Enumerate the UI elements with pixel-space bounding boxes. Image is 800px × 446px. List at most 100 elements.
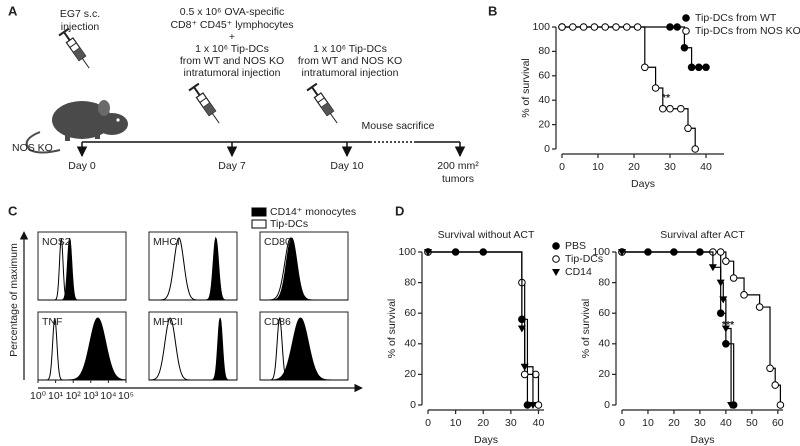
- histogram: [260, 316, 348, 381]
- point: [729, 274, 738, 282]
- point: [716, 248, 725, 256]
- point: [601, 23, 610, 31]
- histogram: [149, 237, 237, 301]
- panel-a: A EG7 s.c. injection 0.5 x 10⁶ OVA-speci…: [8, 3, 479, 184]
- point: [695, 63, 703, 72]
- legend-label: CD14⁺ monocytes: [270, 206, 356, 218]
- point: [520, 370, 529, 379]
- syringe: [188, 82, 226, 128]
- x-tick-label: 30: [694, 417, 706, 429]
- injection-text: intratumoral injection: [184, 67, 281, 79]
- legend-marker: [552, 269, 560, 276]
- x-tick-label: 10¹: [48, 390, 64, 402]
- point: [702, 63, 710, 72]
- legend-label: Tip-DCs: [565, 253, 603, 265]
- histogram: [260, 237, 348, 301]
- point: [528, 402, 537, 409]
- y-tick-label: 60: [538, 70, 550, 82]
- x-axis-label: Days: [474, 434, 498, 446]
- panel-label: B: [488, 3, 497, 18]
- histogram: [38, 238, 126, 301]
- point: [684, 124, 692, 133]
- point: [721, 325, 730, 333]
- y-tick-label: 40: [598, 338, 610, 350]
- point: [722, 340, 730, 348]
- x-tick-label: 30: [505, 417, 517, 429]
- x-tick-label: 10: [592, 161, 604, 173]
- point: [666, 23, 674, 31]
- histogram: [38, 317, 126, 381]
- point: [520, 363, 529, 371]
- x-tick-label: 0: [559, 161, 565, 173]
- chart-title: Survival after ACT: [660, 229, 745, 241]
- x-tick-label: 10³: [83, 390, 99, 402]
- injection-text: 0.5 x 10⁶ OVA-specific: [180, 6, 285, 18]
- point: [727, 402, 736, 409]
- legend-label: CD14: [565, 266, 592, 278]
- histogram-label: TNF: [42, 316, 62, 328]
- point: [579, 23, 588, 31]
- y-tick-label: 20: [538, 118, 550, 130]
- x-tick-label: 40: [720, 417, 732, 429]
- y-tick-label: 80: [598, 276, 610, 288]
- x-tick-label: 40: [533, 417, 545, 429]
- point: [740, 291, 748, 299]
- y-tick-label: 0: [604, 399, 610, 411]
- x-tick-label: 10: [450, 417, 462, 429]
- point: [755, 303, 764, 311]
- x-tick-label: 10⁰: [30, 390, 47, 402]
- time-label: Day 10: [330, 160, 363, 172]
- point: [680, 43, 689, 52]
- time-label: tumors: [442, 173, 474, 185]
- annotation: **: [662, 92, 671, 104]
- syringe: [58, 27, 96, 73]
- x-tick-label: 50: [746, 417, 758, 429]
- injection-text: EG7 s.c.: [60, 8, 100, 20]
- point: [651, 84, 660, 92]
- point: [659, 104, 667, 113]
- x-tick-label: 0: [425, 417, 431, 429]
- legend-marker: [552, 255, 560, 263]
- y-axis-label: % of survival: [580, 299, 592, 359]
- y-axis-label: Percentage of maximum: [8, 243, 20, 357]
- survival-line: [562, 26, 696, 149]
- legend-label: Tip-DCs from NOS KO: [695, 25, 800, 37]
- syringe: [306, 82, 344, 128]
- panel-label: A: [8, 3, 18, 18]
- point: [776, 401, 785, 409]
- point: [641, 63, 649, 72]
- time-label: Day 7: [218, 160, 246, 172]
- x-tick-label: 10⁴: [100, 390, 116, 402]
- mouse-label: NOS KO: [12, 142, 53, 154]
- x-tick-label: 30: [664, 161, 676, 173]
- survival-line: [428, 251, 534, 405]
- histogram: [148, 317, 237, 381]
- sacrifice-label: Mouse sacrifice: [362, 120, 435, 132]
- y-tick-label: 0: [410, 399, 416, 411]
- y-axis-label: % of survival: [520, 58, 532, 118]
- point: [766, 364, 774, 373]
- injection-text: 1 x 10⁶ Tip-DCs: [313, 43, 387, 55]
- point: [716, 309, 725, 318]
- point: [722, 257, 730, 265]
- mouse: [25, 100, 128, 154]
- injection-text: from WT and NOS KO: [180, 55, 284, 67]
- legend-label: Tip-DCs: [270, 218, 308, 230]
- point: [677, 104, 685, 113]
- legend-marker: [682, 27, 690, 35]
- legend-marker: [552, 242, 560, 250]
- histogram-frame: [37, 231, 127, 301]
- y-tick-label: 80: [538, 45, 550, 57]
- survival-line: [428, 251, 529, 405]
- y-tick-label: 100: [398, 246, 416, 258]
- time-label: Day 0: [68, 160, 96, 172]
- x-axis-label: Days: [631, 178, 655, 190]
- point: [687, 63, 696, 72]
- point: [623, 23, 631, 31]
- x-tick-label: 20: [668, 417, 680, 429]
- point: [618, 249, 626, 256]
- legend-label: Tip-DCs from WT: [695, 12, 777, 24]
- injection-text: CD8⁺ CD45⁺ lymphocytes: [170, 19, 293, 31]
- point: [517, 325, 526, 333]
